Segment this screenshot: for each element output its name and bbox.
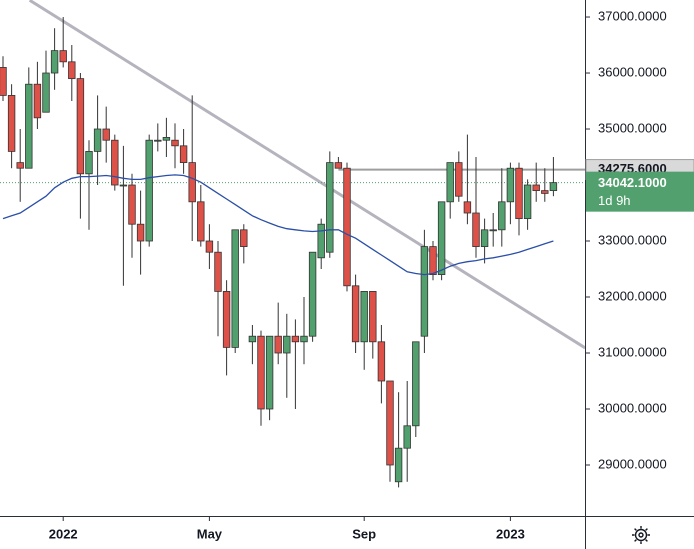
gear-hub: [638, 532, 644, 538]
candle-body: [394, 447, 403, 483]
y-tick-label: 29000.0000: [598, 456, 667, 471]
x-tick-label: May: [197, 526, 223, 541]
candle-body: [489, 229, 497, 232]
y-tick-label: 30000.0000: [598, 400, 667, 415]
candle-body: [274, 335, 282, 354]
candle-body: [171, 139, 179, 147]
candle-body: [76, 78, 85, 175]
candle-body: [154, 139, 162, 142]
candle-body: [480, 229, 489, 248]
candle-body: [25, 83, 33, 169]
candle-body: [455, 162, 463, 197]
candle-body: [515, 167, 523, 220]
candle-body: [420, 246, 429, 337]
y-tick-label: 31000.0000: [598, 344, 667, 359]
gear-teeth: [632, 526, 650, 544]
plot-area: [0, 0, 587, 488]
candle-body: [412, 341, 420, 427]
gear-ring: [634, 528, 648, 542]
candle-body: [33, 83, 42, 119]
last-price-box: [586, 171, 694, 212]
candle-body: [93, 128, 102, 152]
candle-body: [463, 201, 472, 214]
candle-body: [523, 184, 532, 220]
y-tick-label: 35000.0000: [598, 120, 667, 135]
candle-body: [317, 223, 325, 259]
candle-body: [291, 335, 300, 343]
candle-body: [506, 167, 515, 203]
candle-body: [377, 341, 386, 382]
candle-body: [188, 162, 196, 203]
x-tick-label: 2022: [49, 526, 78, 541]
y-tick-label: 36000.0000: [598, 64, 667, 79]
y-tick-label: 37000.0000: [598, 8, 667, 23]
candle-body: [351, 285, 360, 343]
candle-body: [549, 182, 558, 192]
candle-body: [300, 335, 308, 343]
candle-body: [162, 137, 171, 141]
candle-body: [437, 201, 446, 276]
y-tick-label: 32000.0000: [598, 288, 667, 303]
candle-body: [102, 128, 110, 141]
candle-body: [498, 201, 506, 231]
candle-body: [541, 190, 549, 194]
candle-body: [222, 291, 231, 348]
candle-body: [386, 380, 394, 466]
trend-line: [28, 0, 587, 350]
candle-body: [68, 61, 76, 80]
candle-body: [179, 145, 188, 164]
candle-body: [214, 251, 222, 292]
candle-body: [472, 212, 480, 248]
candle-body: [429, 246, 437, 276]
candle-body: [7, 95, 16, 152]
candle-body: [119, 184, 128, 187]
candle-body: [111, 139, 119, 186]
candle-body: [0, 67, 7, 96]
settings-icon[interactable]: [632, 526, 650, 544]
candle-body: [265, 335, 274, 410]
candle-body: [308, 251, 317, 337]
candle-body: [42, 72, 50, 113]
candle-body: [85, 151, 93, 175]
candle-body: [532, 184, 540, 192]
countdown-label: 1d 9h: [598, 193, 631, 208]
candle-body: [50, 50, 59, 74]
candle-body: [145, 139, 153, 242]
candle-body: [205, 240, 214, 253]
candle-body: [197, 201, 205, 242]
candle-body: [240, 229, 248, 248]
candle-body: [283, 335, 291, 354]
candle-body: [257, 335, 265, 410]
y-tick-label: 33000.0000: [598, 232, 667, 247]
x-tick-label: 2023: [496, 526, 525, 541]
candle-body: [16, 162, 24, 169]
last-price-label: 34042.1000: [598, 175, 667, 190]
candle-body: [248, 335, 257, 343]
candle-body: [369, 291, 377, 343]
moving-average: [2, 174, 554, 276]
candle-body: [360, 291, 368, 343]
candle-body: [128, 184, 136, 225]
candle-body: [59, 50, 67, 63]
candle-body: [403, 425, 411, 449]
candle-body: [231, 229, 239, 348]
candle-body: [334, 162, 343, 169]
candle-body: [343, 167, 351, 287]
candle-body: [136, 223, 145, 242]
x-tick-label: Sep: [352, 526, 376, 541]
candle-body: [446, 162, 454, 203]
candle-body: [326, 162, 334, 253]
